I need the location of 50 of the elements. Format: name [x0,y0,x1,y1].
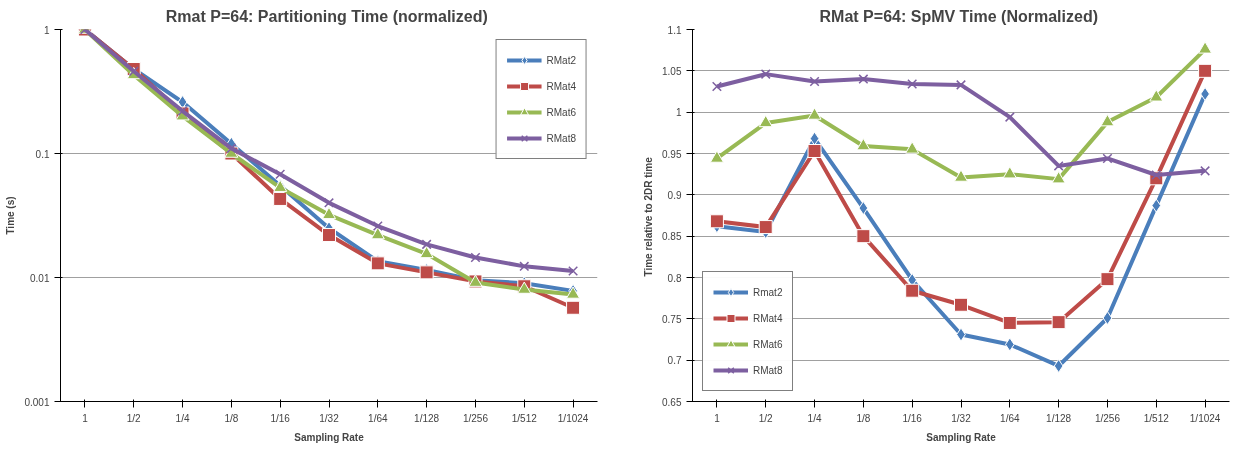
x-tick-label: 1/8 [856,412,871,424]
y-tick-label: 0.1 [35,148,50,160]
x-tick-label: 1/32 [951,412,972,424]
y-tick-label: 0.7 [667,355,682,367]
y-tick-label: 0.01 [30,272,50,284]
x-tick-label: 1/1024 [1189,412,1221,424]
y-axis-title: Time (s) [5,196,17,235]
y-axis-title: Time relative to 2DR time [643,156,655,277]
x-axis-title: Sampling Rate [294,431,365,443]
y-tick-label: 0.85 [662,231,682,243]
x-tick-label: 1/16 [902,412,923,424]
y-tick-label: 0.001 [24,396,50,408]
x-tick-label: 1 [714,412,721,424]
chart-title: RMat P=64: SpMV Time (Normalized) [819,7,1098,25]
y-tick-label: 0.9 [667,189,682,201]
legend-label: RMat8 [546,132,576,144]
legend-label: RMat4 [546,80,576,92]
y-tick-label: 1 [43,24,50,36]
x-tick-label: 1/2 [758,412,774,424]
x-tick-label: 1/32 [319,412,340,424]
x-tick-label: 1/256 [1094,412,1121,424]
x-axis-title: Sampling Rate [926,431,997,443]
legend-label: Rmat2 [753,286,783,298]
legend-label: RMat2 [546,54,576,66]
legend-label: RMat6 [753,338,783,350]
x-tick-label: 1/128 [414,412,440,424]
y-tick-label: 0.75 [662,313,682,325]
x-tick-label: 1/2 [126,412,142,424]
x-tick-label: 1/4 [175,412,190,424]
x-tick-label: 1/4 [807,412,822,424]
y-tick-label: 0.65 [662,396,682,408]
chart-title: Rmat P=64: Partitioning Time (normalized) [165,7,488,25]
y-tick-label: 0.95 [662,148,682,160]
x-tick-label: 1/8 [224,412,239,424]
legend-label: RMat8 [753,364,783,376]
x-tick-label: 1/128 [1046,412,1072,424]
y-tick-label: 1.1 [667,24,682,36]
x-tick-label: 1/64 [368,412,388,424]
legend-label: RMat6 [546,106,576,118]
x-tick-label: 1/64 [1000,412,1020,424]
y-tick-label: 1.05 [662,65,682,77]
y-tick-label: 1 [675,107,682,119]
x-tick-label: 1/256 [462,412,489,424]
y-tick-label: 0.8 [667,272,682,284]
x-tick-label: 1/512 [1143,412,1170,424]
x-tick-label: 1/512 [511,412,538,424]
x-tick-label: 1/1024 [557,412,589,424]
x-tick-label: 1/16 [270,412,291,424]
legend-label: RMat4 [753,312,783,324]
x-tick-label: 1 [82,412,89,424]
